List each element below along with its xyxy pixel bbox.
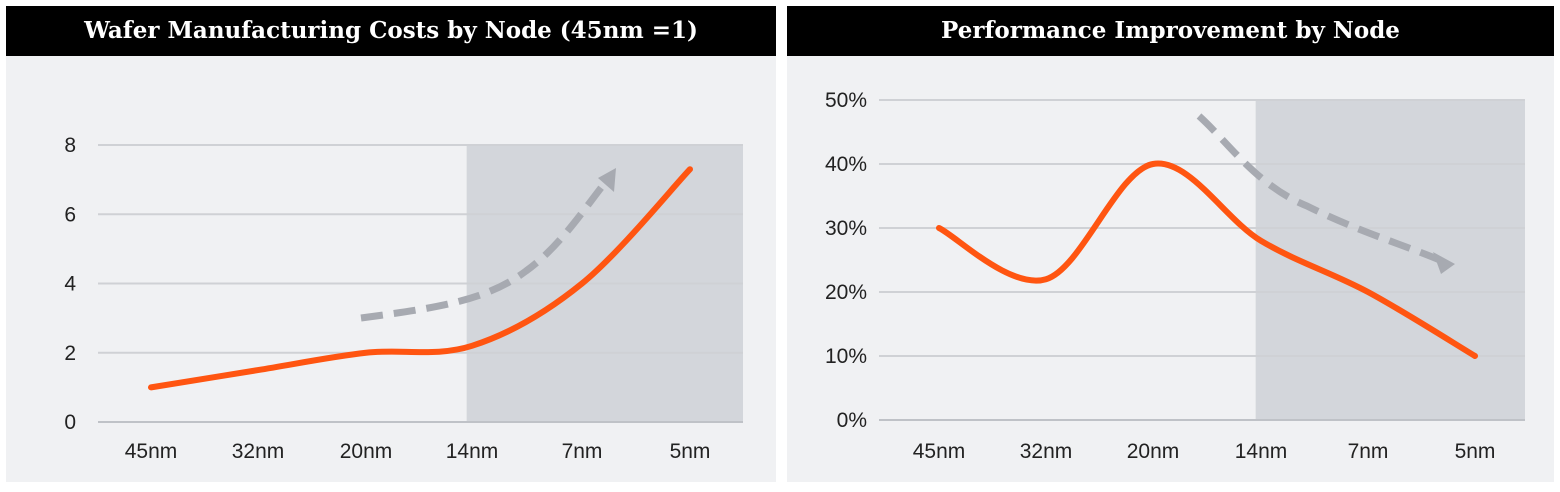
y-tick-label: 30% — [825, 217, 867, 240]
wafer-cost-chart: 0 2 4 6 8 45nm 32nm 20nm 14nm 7nm 5nm — [64, 134, 743, 463]
y-tick-label: 0% — [837, 409, 867, 432]
x-tick-label: 32nm — [1020, 440, 1073, 463]
x-tick-label: 5nm — [1455, 440, 1496, 463]
y-tick-label: 6 — [64, 203, 76, 226]
y-tick-label: 40% — [825, 153, 867, 176]
x-tick-label: 20nm — [340, 440, 393, 463]
trend-arrow — [1196, 113, 1444, 265]
series-line — [148, 166, 693, 391]
trend-arrow — [360, 176, 611, 322]
chart-panel-wafer-costs: Wafer Manufacturing Costs by Node (45nm … — [6, 6, 776, 482]
x-tick-label: 5nm — [670, 440, 711, 463]
x-tick-label: 20nm — [1127, 440, 1180, 463]
trend-arrow-head — [1433, 252, 1455, 274]
x-tick-label: 32nm — [232, 440, 285, 463]
x-tick-label: 14nm — [446, 440, 499, 463]
series-line — [936, 160, 1478, 359]
x-tick-label: 7nm — [1348, 440, 1389, 463]
x-tick-label: 45nm — [913, 440, 966, 463]
y-tick-label: 2 — [64, 342, 76, 365]
y-tick-label: 8 — [64, 134, 76, 157]
chart-title: Performance Improvement by Node — [787, 6, 1554, 56]
y-tick-label: 0 — [64, 411, 76, 434]
x-tick-label: 7nm — [562, 440, 603, 463]
y-tick-label: 4 — [64, 273, 76, 296]
y-tick-label: 10% — [825, 345, 867, 368]
y-tick-label: 50% — [825, 89, 867, 112]
chart-title: Wafer Manufacturing Costs by Node (45nm … — [6, 6, 776, 56]
performance-chart: 0% 10% 20% 30% 40% 50% 45nm 32nm 20nm 14nm 7nm 5nm — [825, 89, 1525, 463]
x-tick-label: 45nm — [125, 440, 178, 463]
x-tick-label: 14nm — [1235, 440, 1288, 463]
chart-panel-performance: Performance Improvement by Node 0% 10% 20%… — [787, 6, 1554, 482]
y-tick-label: 20% — [825, 281, 867, 304]
trend-arrow-head — [598, 168, 616, 192]
